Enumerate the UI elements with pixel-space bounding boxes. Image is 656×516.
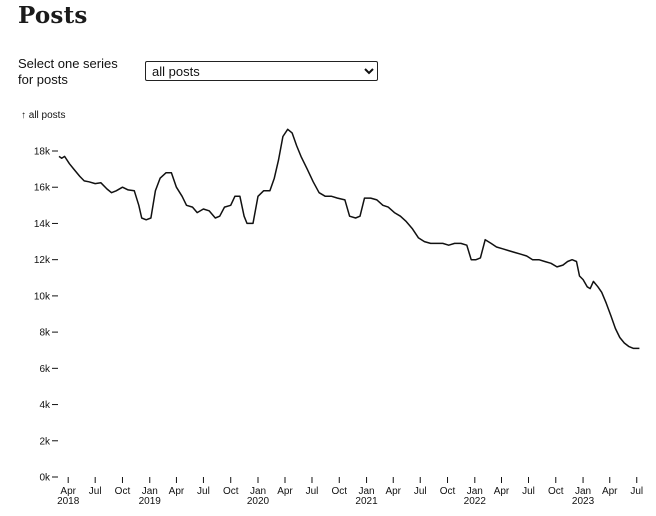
y-axis-label: ↑ all posts: [21, 110, 65, 121]
y-tick-label: 2k: [39, 436, 51, 447]
y-tick-label: 4k: [39, 400, 51, 411]
y-tick-label: 10k: [34, 291, 51, 302]
x-tick-label: Jan: [358, 486, 374, 497]
series-select[interactable]: all posts: [145, 61, 378, 81]
x-tick-year-label: 2022: [464, 496, 487, 507]
x-tick-label: Jul: [630, 486, 643, 497]
x-tick-label: Apr: [602, 486, 618, 497]
x-tick-label: Jan: [142, 486, 158, 497]
x-tick-year-label: 2021: [355, 496, 378, 507]
x-tick-label: Jan: [250, 486, 266, 497]
x-tick-label: Jul: [414, 486, 427, 497]
x-tick-year-label: 2019: [139, 496, 162, 507]
y-axis: 0k 2k 4k 6k 8k 10k 12k 14k 16k 18k: [34, 147, 58, 484]
x-tick-label: Apr: [169, 486, 185, 497]
x-tick-label: Oct: [115, 486, 131, 497]
x-tick-label: Jan: [575, 486, 591, 497]
x-tick-label: Jan: [467, 486, 483, 497]
x-tick-label: Apr: [494, 486, 510, 497]
series-line-all-posts: [58, 128, 640, 350]
x-tick-label: Oct: [440, 486, 456, 497]
x-tick-label: Jul: [197, 486, 210, 497]
x-tick-year-label: 2020: [247, 496, 270, 507]
y-tick-label: 18k: [34, 147, 51, 158]
y-tick-label: 16k: [34, 183, 51, 194]
y-tick-label: 0k: [39, 473, 51, 484]
x-tick-label: Apr: [385, 486, 401, 497]
x-tick-label: Jul: [522, 486, 535, 497]
y-tick-label: 6k: [39, 364, 51, 375]
x-tick-label: Jul: [89, 486, 102, 497]
page-title: Posts: [18, 2, 88, 29]
x-tick-label: Oct: [223, 486, 239, 497]
y-tick-label: 8k: [39, 328, 51, 339]
x-tick-label: Apr: [60, 486, 76, 497]
x-tick-year-label: 2018: [57, 496, 80, 507]
y-tick-label: 14k: [34, 219, 51, 230]
x-tick-label: Jul: [306, 486, 319, 497]
y-tick-label: 12k: [34, 255, 51, 266]
x-tick-label: Oct: [331, 486, 347, 497]
series-select-label: Select one series for posts: [18, 56, 118, 87]
x-tick-label: Apr: [277, 486, 293, 497]
x-tick-label: Oct: [548, 486, 564, 497]
x-tick-year-label: 2023: [572, 496, 595, 507]
